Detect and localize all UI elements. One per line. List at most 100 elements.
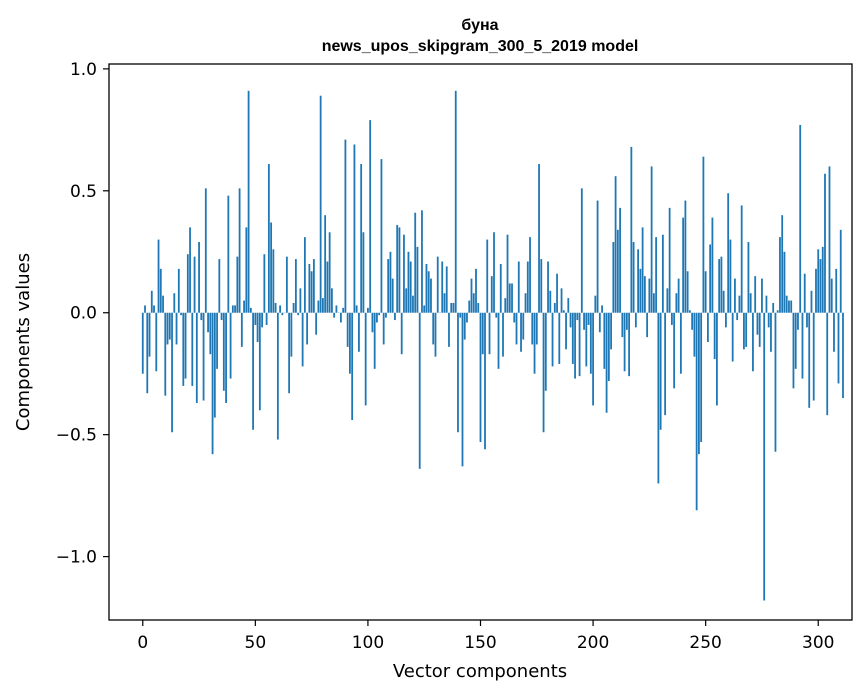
bar-component-245: [693, 312, 696, 357]
bar-component-170: [524, 293, 527, 313]
bar-component-277: [765, 295, 768, 313]
bar-component-42: [236, 256, 239, 313]
bar-component-143: [463, 312, 466, 340]
bar-component-118: [407, 251, 410, 313]
bar-component-15: [175, 312, 178, 345]
bar-component-92: [349, 312, 351, 374]
plot-area-frame: [108, 63, 853, 621]
bar-component-24: [195, 312, 198, 403]
bar-component-160: [502, 312, 504, 357]
bar-component-109: [387, 259, 390, 313]
bar-component-268: [745, 312, 748, 347]
bar-component-82: [326, 261, 329, 313]
bar-component-174: [533, 312, 536, 374]
bar-component-121: [414, 212, 417, 313]
bar-component-113: [396, 224, 399, 313]
bar-component-206: [605, 312, 608, 413]
bar-component-95: [355, 305, 358, 313]
bar-component-43: [238, 188, 241, 313]
bar-component-308: [835, 268, 838, 313]
bar-component-131: [436, 256, 439, 313]
bar-component-144: [466, 312, 468, 323]
bar-component-107: [382, 312, 385, 345]
bar-component-94: [353, 144, 356, 313]
bar-component-304: [826, 312, 829, 416]
bar-component-273: [756, 312, 759, 335]
bar-component-196: [583, 312, 585, 330]
bar-component-106: [380, 159, 383, 313]
bar-component-146: [470, 278, 473, 313]
bar-component-293: [801, 312, 804, 379]
bar-component-248: [700, 312, 703, 442]
bar-component-40: [231, 305, 234, 313]
bar-component-34: [218, 259, 221, 313]
bar-component-129: [432, 312, 435, 345]
bar-component-79: [319, 95, 322, 313]
bar-component-213: [621, 312, 624, 338]
bar-component-294: [803, 273, 806, 313]
bar-component-89: [342, 307, 345, 313]
bar-component-209: [612, 242, 615, 313]
bar-component-217: [630, 146, 633, 313]
bar-component-36: [222, 312, 225, 391]
bar-component-158: [497, 312, 500, 369]
bar-component-275: [761, 278, 763, 313]
bar-component-130: [434, 312, 437, 357]
x-tick-label: 100: [352, 633, 384, 653]
bar-component-247: [698, 312, 700, 455]
bar-component-21: [189, 227, 191, 313]
bar-component-137: [450, 302, 453, 313]
bar-component-216: [628, 312, 630, 377]
bar-component-98: [362, 232, 365, 313]
bar-component-151: [481, 312, 484, 355]
bar-component-187: [562, 310, 565, 313]
bar-component-260: [727, 193, 730, 313]
bar-component-136: [448, 312, 450, 347]
bar-component-169: [522, 312, 525, 340]
bar-component-288: [790, 300, 793, 313]
y-tick-label: 1.0: [70, 60, 97, 80]
bar-component-68: [294, 259, 297, 313]
bar-component-253: [711, 217, 714, 313]
bar-component-53: [261, 312, 263, 328]
bar-component-64: [285, 256, 288, 313]
bar-component-301: [819, 259, 822, 313]
bar-component-295: [806, 312, 808, 328]
bar-component-222: [641, 227, 644, 313]
bar-component-212: [619, 207, 621, 313]
bar-component-84: [331, 288, 333, 313]
bar-component-231: [661, 234, 664, 313]
bar-component-177: [540, 259, 543, 313]
bar-component-48: [249, 307, 252, 313]
bar-component-72: [303, 237, 306, 313]
y-axis-label: Components values: [13, 253, 34, 431]
bar-component-184: [556, 273, 558, 313]
bar-component-75: [310, 271, 313, 313]
bar-component-46: [245, 227, 248, 313]
bar-component-59: [274, 302, 277, 313]
bar-component-45: [243, 300, 245, 313]
bar-component-150: [479, 312, 482, 442]
bar-component-254: [713, 312, 716, 360]
bar-component-149: [477, 302, 480, 313]
bar-component-125: [423, 305, 426, 313]
bar-component-133: [441, 261, 444, 313]
bar-component-90: [344, 139, 347, 313]
bar-component-251: [707, 312, 709, 342]
bar-component-156: [493, 232, 495, 313]
bar-component-6: [155, 312, 158, 372]
bar-component-230: [659, 312, 662, 430]
bar-component-236: [673, 312, 676, 389]
bar-component-291: [797, 312, 799, 330]
bar-component-249: [702, 156, 705, 313]
bar-component-100: [367, 307, 369, 313]
bar-component-280: [772, 302, 775, 313]
bar-component-2: [146, 312, 149, 394]
bar-component-292: [799, 124, 802, 313]
bar-component-242: [686, 271, 689, 313]
bar-component-96: [358, 312, 360, 352]
bar-component-176: [538, 163, 540, 313]
bar-component-119: [409, 261, 412, 313]
bar-component-270: [749, 293, 752, 313]
bar-component-287: [788, 300, 790, 313]
